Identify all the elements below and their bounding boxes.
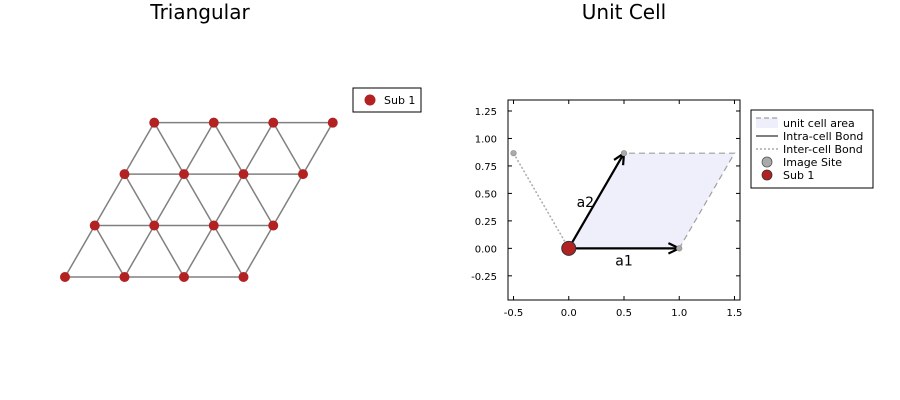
- legend-label-sub1: Sub 1: [783, 169, 814, 182]
- image-site: [676, 245, 683, 252]
- y-tick-label: 0.00: [475, 244, 497, 255]
- y-tick-label: 1.00: [475, 134, 497, 145]
- image-site: [510, 150, 517, 157]
- left-legend-label-sub1: Sub 1: [384, 94, 415, 107]
- legend-marker-image-site: [761, 156, 773, 168]
- legend-label-unit-cell-area: unit cell area: [783, 117, 855, 130]
- y-tick-label: 0.75: [475, 162, 497, 173]
- left-legend: Sub 1: [352, 87, 422, 113]
- lattice-bond: [64, 225, 96, 278]
- lattice-bond: [123, 122, 155, 175]
- lattice-bond: [123, 173, 155, 226]
- lattice-bond: [153, 225, 185, 278]
- x-tick-label: 1.5: [727, 308, 743, 319]
- lattice-site: [119, 169, 130, 180]
- lattice-bond: [213, 173, 245, 226]
- lattice-bond: [94, 173, 126, 226]
- left-sites-layer: [60, 117, 338, 282]
- lattice-site: [149, 220, 160, 231]
- lattice-bond: [123, 225, 155, 278]
- lattice-bond: [242, 173, 274, 226]
- left-legend-marker-sub1: [364, 94, 376, 106]
- lattice-bond: [94, 225, 126, 278]
- lattice-bond: [183, 173, 215, 226]
- y-tick-label: -0.25: [471, 272, 497, 283]
- lattice-vector-a2: [567, 152, 625, 249]
- lattice-bond: [272, 122, 304, 175]
- y-axis-ticks: -0.25 0.00 0.25 0.50 0.75 1.00 1.25: [471, 107, 740, 283]
- lattice-site: [60, 272, 70, 282]
- lattice-site: [208, 117, 219, 128]
- lattice-site: [268, 117, 279, 128]
- y-tick-label: 1.25: [475, 107, 497, 118]
- sites-layer: [510, 150, 683, 256]
- left-legend-box: [352, 87, 422, 113]
- x-tick-label: 0.0: [561, 308, 577, 319]
- lattice-bond: [183, 225, 215, 278]
- lattice-site: [149, 117, 160, 128]
- y-tick-label: 0.50: [475, 189, 497, 200]
- lattice-site: [298, 169, 308, 180]
- lattice-bond: [213, 225, 245, 278]
- lattice-bond: [242, 225, 274, 278]
- lattice-site: [238, 272, 249, 282]
- legend-label-inter-bond: Inter-cell Bond: [783, 143, 863, 156]
- inter-cell-bond: [512, 152, 570, 249]
- right-legend: unit cell area Intra-cell Bond Inter-cel…: [750, 109, 874, 189]
- lattice-site: [89, 220, 100, 231]
- x-tick-label: -0.5: [504, 308, 524, 319]
- x-tick-label: 0.5: [616, 308, 632, 319]
- image-site: [620, 150, 628, 157]
- y-tick-label: 0.25: [475, 217, 497, 228]
- lattice-site: [327, 117, 338, 128]
- left-bonds-layer: [64, 121, 334, 278]
- left-chart-title: Triangular: [149, 0, 250, 24]
- x-axis-ticks: -0.5 0.0 0.5 1.0 1.5: [504, 100, 743, 319]
- lattice-site: [179, 272, 189, 282]
- lattice-bond: [272, 173, 304, 226]
- lattice-bond: [302, 122, 334, 175]
- lattice-bond: [242, 122, 274, 175]
- lattice-site: [238, 169, 249, 180]
- vector-label-a2: a2: [577, 195, 595, 211]
- legend-label-intra-bond: Intra-cell Bond: [783, 130, 863, 143]
- lattice-site: [208, 220, 219, 231]
- lattice-site: [179, 169, 189, 180]
- legend-swatch-cell-fill: [756, 118, 778, 128]
- lattice-vectors-layer: a1 a2: [567, 150, 682, 269]
- lattice-bond: [213, 122, 245, 175]
- lattice-site: [268, 220, 279, 231]
- lattice-bond: [153, 122, 185, 175]
- lattice-bond: [183, 122, 215, 175]
- lattice-bond: [153, 173, 185, 226]
- x-tick-label: 1.0: [671, 308, 687, 319]
- vector-label-a1: a1: [615, 253, 633, 269]
- right-chart-title: Unit Cell: [582, 0, 666, 24]
- legend-label-image-site: Image Site: [783, 156, 842, 169]
- legend-marker-sub1: [761, 169, 773, 181]
- lattice-site: [119, 272, 130, 282]
- site-sub1: [561, 240, 577, 256]
